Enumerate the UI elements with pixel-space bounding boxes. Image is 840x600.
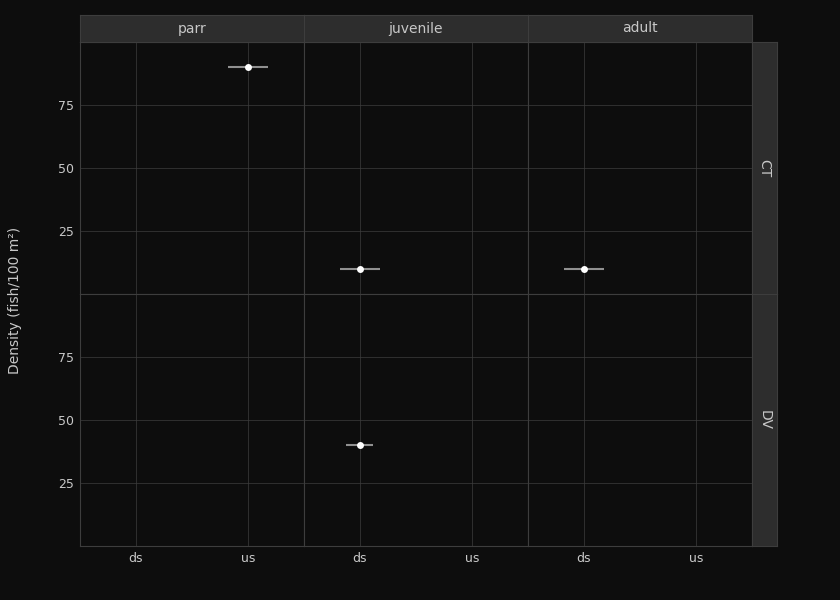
Text: adult: adult (622, 22, 658, 35)
Text: juvenile: juvenile (389, 22, 443, 35)
Text: DV: DV (758, 410, 771, 430)
Text: Density (fish/100 m²): Density (fish/100 m²) (8, 226, 22, 374)
Text: CT: CT (758, 159, 771, 177)
Text: parr: parr (177, 22, 206, 35)
